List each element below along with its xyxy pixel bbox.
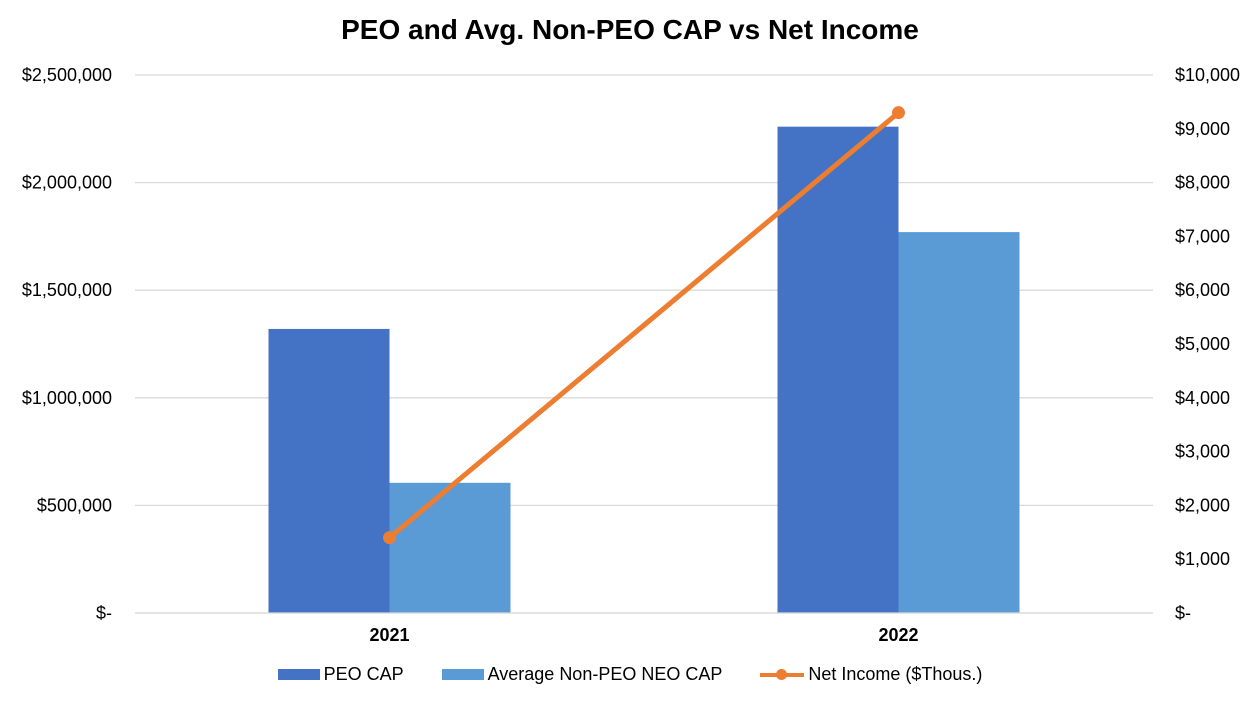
legend: PEO CAP Average Non-PEO NEO CAP Net Inco… xyxy=(0,664,1260,685)
y-right-tick-label: $6,000 xyxy=(1175,280,1230,300)
y-right-tick-label: $9,000 xyxy=(1175,119,1230,139)
y-left-tick-label: $- xyxy=(96,603,112,623)
legend-label-peo-cap: PEO CAP xyxy=(323,664,404,684)
y-left-tick-label: $1,500,000 xyxy=(22,280,112,300)
x-tick-label: 2022 xyxy=(878,625,918,645)
y-left-tick-label: $2,500,000 xyxy=(22,65,112,85)
point-net-income-2022 xyxy=(892,106,905,120)
bar-average-non-peo-neo-cap-2021 xyxy=(389,482,511,613)
y-left-tick-label: $2,000,000 xyxy=(22,173,112,193)
legend-swatch-avg-non-peo-cap xyxy=(441,669,484,680)
y-right-tick-label: $7,000 xyxy=(1175,226,1230,246)
y-right-tick-label: $- xyxy=(1175,603,1191,623)
line-net-income xyxy=(387,110,901,541)
legend-label-net-income: Net Income ($Thous.) xyxy=(808,664,983,684)
y-right-tick-label: $4,000 xyxy=(1175,388,1230,408)
legend-item-peo-cap: PEO CAP xyxy=(277,664,404,685)
legend-item-net-income: Net Income ($Thous.) xyxy=(760,664,982,685)
bar-peo-cap-2021 xyxy=(268,328,390,613)
bar-peo-cap-2022 xyxy=(777,126,899,613)
y-right-tick-label: $5,000 xyxy=(1175,334,1230,354)
y-right-tick-label: $2,000 xyxy=(1175,495,1230,515)
y-right-tick-label: $3,000 xyxy=(1175,442,1230,462)
x-tick-label: 2021 xyxy=(369,625,409,645)
legend-swatch-net-income xyxy=(760,669,805,680)
y-right-tick-label: $1,000 xyxy=(1175,549,1230,569)
legend-item-avg-non-peo-cap: Average Non-PEO NEO CAP xyxy=(441,664,723,685)
bar-average-non-peo-neo-cap-2022 xyxy=(898,232,1020,613)
legend-swatch-peo-cap xyxy=(277,669,320,680)
legend-label-avg-non-peo-cap: Average Non-PEO NEO CAP xyxy=(487,664,723,684)
y-right-tick-label: $8,000 xyxy=(1175,173,1230,193)
chart-title: PEO and Avg. Non-PEO CAP vs Net Income xyxy=(341,14,919,45)
y-right-tick-label: $10,000 xyxy=(1175,65,1240,85)
y-left-tick-label: $500,000 xyxy=(37,495,112,515)
point-net-income-2021 xyxy=(383,531,396,545)
y-left-tick-label: $1,000,000 xyxy=(22,388,112,408)
